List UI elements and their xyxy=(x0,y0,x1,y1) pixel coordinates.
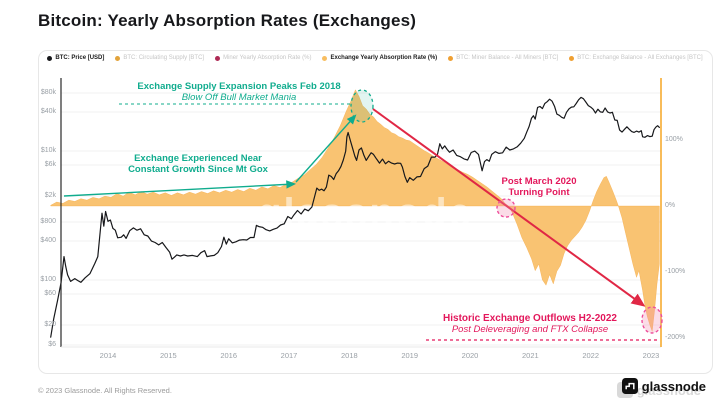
left-axis-tick: $20 xyxy=(44,321,56,328)
annotation-peak-subtitle: Blow Off Bull Market Mania xyxy=(181,92,297,103)
legend-label: Exchange Yearly Absorption Rate (%) xyxy=(330,55,438,61)
annotation-shapes xyxy=(63,89,663,341)
legend-label: BTC: Circulating Supply [BTC] xyxy=(123,55,205,61)
x-axis-tick: 2017 xyxy=(280,351,298,360)
annotation-peak: Exchange Supply Expansion Peaks Feb 2018… xyxy=(118,81,360,103)
legend-item-4[interactable]: BTC: Miner Balance - All Miners [BTC] xyxy=(448,55,558,61)
right-axis-tick: -100% xyxy=(665,268,686,275)
legend-label: Miner Yearly Absorption Rate (%) xyxy=(223,55,312,61)
annotation-growth-line1: Exchange Experienced Near xyxy=(134,153,262,164)
legend-item-0[interactable]: BTC: Price [USD] xyxy=(47,55,104,61)
annotation-turning-line2: Turning Point xyxy=(508,187,570,198)
x-axis-tick: 2018 xyxy=(341,351,358,360)
legend-label: BTC: Exchange Balance - All Exchanges [B… xyxy=(577,55,703,61)
x-axis-tick: 2019 xyxy=(401,351,419,360)
left-axis-tick: $100 xyxy=(40,276,56,283)
peak-highlight-circle xyxy=(350,89,374,123)
legend-label: BTC: Price [USD] xyxy=(55,55,105,61)
right-axis-tick: -200% xyxy=(665,334,686,341)
legend-dot-icon xyxy=(115,55,121,61)
glassnode-logo-text: glassnode xyxy=(641,378,706,394)
legend-item-2[interactable]: Miner Yearly Absorption Rate (%) xyxy=(215,55,311,61)
legend-dot-icon xyxy=(47,55,53,61)
legend: BTC: Price [USD] BTC: Circulating Supply … xyxy=(47,55,703,61)
x-axis-tick: 2014 xyxy=(99,351,117,360)
left-axis-tick: $800 xyxy=(40,218,56,225)
left-axis-tick: $2k xyxy=(44,192,56,199)
glassnode-logo: glassnode xyxy=(621,378,706,394)
left-axis-tick: $60 xyxy=(44,290,56,297)
legend-dot-icon xyxy=(569,55,575,61)
legend-label: BTC: Miner Balance - All Miners [BTC] xyxy=(456,55,559,61)
legend-dot-icon xyxy=(215,55,221,61)
outflow-highlight-circle xyxy=(641,306,663,334)
x-axis-tick: 2016 xyxy=(220,351,238,360)
annotation-turning-line1: Post March 2020 xyxy=(501,176,577,187)
x-axis-tick: 2021 xyxy=(521,351,539,360)
right-axis-tick: 100% xyxy=(665,136,683,143)
legend-item-5[interactable]: BTC: Exchange Balance - All Exchanges [B… xyxy=(569,55,703,61)
copyright-text: © 2023 Glassnode. All Rights Reserved. xyxy=(38,386,172,395)
legend-dot-icon xyxy=(322,55,328,61)
left-axis-tick: $80k xyxy=(40,89,56,96)
left-axis-tick: $10k xyxy=(40,147,56,154)
legend-item-3[interactable]: Exchange Yearly Absorption Rate (%) xyxy=(322,55,437,61)
left-axis-tick: $40k xyxy=(40,108,56,115)
left-axis-tick: $6 xyxy=(48,341,56,348)
left-axis-tick: $6k xyxy=(44,161,56,168)
annotation-outflows: Historic Exchange Outflows H2-2022 Post … xyxy=(405,313,655,335)
x-axis-tick: 2015 xyxy=(160,351,177,360)
peak-pointer-arrow xyxy=(295,114,357,183)
btc-price-line-series xyxy=(50,96,660,338)
annotation-peak-title: Exchange Supply Expansion Peaks Feb 2018 xyxy=(137,81,341,92)
turning-point-circle xyxy=(496,198,516,218)
annotation-growth-line2: Constant Growth Since Mt Gox xyxy=(128,164,268,175)
left-axis-tick: $400 xyxy=(40,237,56,244)
glassnode-logo-icon xyxy=(621,378,638,394)
annotation-turning-point: Post March 2020 Turning Point xyxy=(489,176,589,198)
annotation-growth: Exchange Experienced Near Constant Growt… xyxy=(103,153,293,175)
x-axis-tick: 2022 xyxy=(582,351,599,360)
annotation-outflows-subtitle: Post Deleveraging and FTX Collapse xyxy=(451,324,609,335)
x-axis-tick: 2023 xyxy=(642,351,660,360)
legend-item-1[interactable]: BTC: Circulating Supply [BTC] xyxy=(115,55,204,61)
legend-dot-icon xyxy=(448,55,454,61)
page-title: Bitcoin: Yearly Absorption Rates (Exchan… xyxy=(38,11,417,30)
x-axis-tick: 2020 xyxy=(461,351,479,360)
downtrend-arrow xyxy=(372,108,646,307)
glassnode-watermark: glassnode xyxy=(257,191,473,235)
absorption-rate-area-series xyxy=(50,89,660,332)
annotation-outflows-title: Historic Exchange Outflows H2-2022 xyxy=(443,313,617,324)
right-axis-tick: 0% xyxy=(665,202,676,209)
growth-trend-arrow xyxy=(63,180,297,197)
